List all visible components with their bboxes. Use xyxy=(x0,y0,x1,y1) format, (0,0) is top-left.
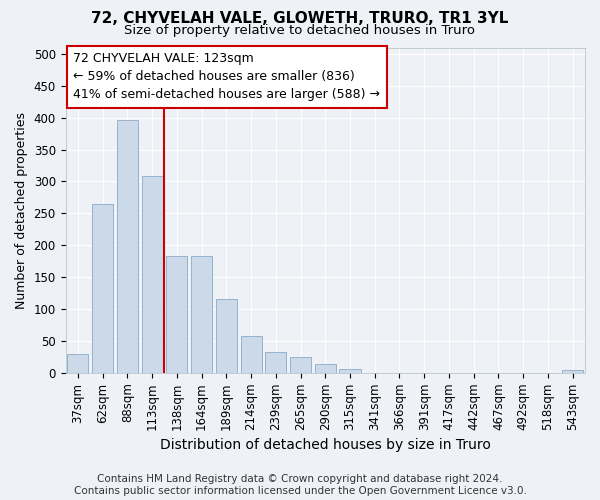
Bar xyxy=(166,256,187,373)
Bar xyxy=(216,300,237,373)
Bar xyxy=(265,352,286,373)
Bar xyxy=(315,364,336,373)
Text: Size of property relative to detached houses in Truro: Size of property relative to detached ho… xyxy=(125,24,476,37)
Bar xyxy=(290,357,311,373)
Bar xyxy=(241,336,262,373)
Bar xyxy=(67,354,88,373)
Bar xyxy=(562,370,583,373)
Bar xyxy=(340,369,361,373)
Y-axis label: Number of detached properties: Number of detached properties xyxy=(15,112,28,308)
Bar xyxy=(92,204,113,373)
Bar xyxy=(117,120,138,373)
Text: Contains HM Land Registry data © Crown copyright and database right 2024.
Contai: Contains HM Land Registry data © Crown c… xyxy=(74,474,526,496)
Text: 72, CHYVELAH VALE, GLOWETH, TRURO, TR1 3YL: 72, CHYVELAH VALE, GLOWETH, TRURO, TR1 3… xyxy=(91,11,509,26)
Text: 72 CHYVELAH VALE: 123sqm
← 59% of detached houses are smaller (836)
41% of semi-: 72 CHYVELAH VALE: 123sqm ← 59% of detach… xyxy=(73,52,380,102)
Bar xyxy=(142,176,163,373)
X-axis label: Distribution of detached houses by size in Truro: Distribution of detached houses by size … xyxy=(160,438,491,452)
Bar xyxy=(191,256,212,373)
